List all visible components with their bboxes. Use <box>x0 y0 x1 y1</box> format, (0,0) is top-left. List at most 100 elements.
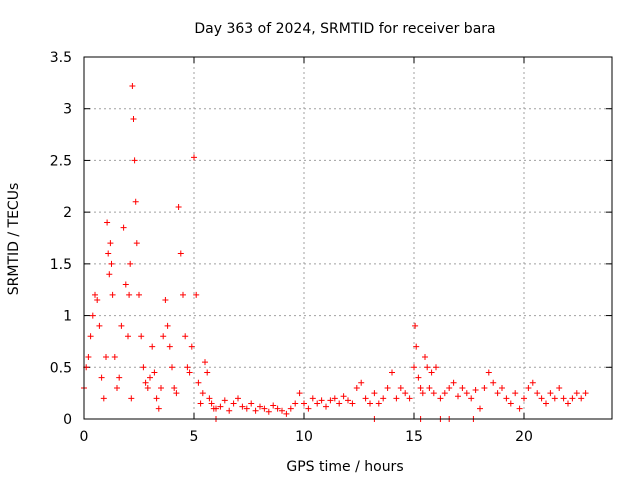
data-points <box>81 82 589 422</box>
x-tick-label: 20 <box>515 429 533 445</box>
data-point <box>406 395 413 402</box>
x-axis-label: GPS time / hours <box>286 459 403 475</box>
data-point <box>248 400 255 407</box>
data-point <box>362 395 369 402</box>
data-point <box>130 116 137 123</box>
data-point <box>314 400 321 407</box>
data-point <box>89 312 96 319</box>
data-point <box>109 291 116 298</box>
axis-ticks: 0 5 10 15 20 0 0.5 1 1.5 2 2.5 3 3.5 <box>50 50 612 445</box>
data-point <box>149 343 156 350</box>
data-point <box>412 322 419 329</box>
data-point <box>430 390 437 397</box>
data-point <box>349 400 356 407</box>
data-point <box>305 405 312 412</box>
series-srmtid <box>81 82 589 422</box>
x-tick-label: 10 <box>295 429 313 445</box>
y-tick-label: 2 <box>63 205 72 221</box>
data-point <box>389 369 395 376</box>
data-point <box>538 395 545 402</box>
data-point <box>422 353 428 360</box>
data-point <box>195 379 202 386</box>
data-point <box>551 395 558 402</box>
data-point <box>166 343 173 350</box>
y-tick-label: 0.5 <box>50 360 72 376</box>
data-point <box>578 395 585 402</box>
data-point <box>87 333 94 340</box>
data-point <box>126 291 133 298</box>
data-point <box>158 384 164 391</box>
y-tick-label: 3.5 <box>50 50 72 66</box>
data-point <box>131 157 138 164</box>
data-point <box>180 291 186 298</box>
data-point <box>98 374 105 381</box>
data-point <box>503 395 510 402</box>
data-point <box>468 395 475 402</box>
data-point <box>155 405 162 412</box>
data-point <box>226 407 233 414</box>
data-point <box>132 198 139 205</box>
data-point <box>261 405 268 412</box>
data-point <box>122 281 129 288</box>
data-point <box>111 353 118 360</box>
data-point <box>426 384 433 391</box>
data-point <box>100 395 107 402</box>
data-point <box>358 379 365 386</box>
y-tick-label: 0 <box>63 412 72 428</box>
data-point <box>116 374 123 381</box>
data-point <box>162 297 169 304</box>
data-point <box>106 271 113 278</box>
data-point <box>323 403 329 410</box>
data-point <box>529 379 536 386</box>
data-point <box>340 393 347 400</box>
x-tick-label: 5 <box>190 429 199 445</box>
data-point <box>521 395 527 402</box>
y-axis-label: SRMTID / TECUs <box>6 183 22 296</box>
data-point <box>446 384 453 391</box>
data-point <box>202 359 208 366</box>
data-point <box>182 333 189 340</box>
data-point <box>127 260 134 267</box>
data-point <box>477 405 483 412</box>
data-point <box>208 400 215 407</box>
data-point <box>140 364 147 371</box>
data-point <box>105 250 112 257</box>
data-point <box>191 154 197 161</box>
data-point <box>265 408 272 415</box>
data-point <box>274 405 281 412</box>
data-point <box>136 291 142 298</box>
data-point <box>525 384 532 391</box>
data-point <box>144 384 151 391</box>
data-point <box>560 395 567 402</box>
data-point <box>104 219 111 226</box>
data-point <box>494 390 501 397</box>
data-point <box>516 405 523 412</box>
data-point <box>345 397 351 404</box>
data-point <box>92 291 98 298</box>
data-point <box>556 384 563 391</box>
data-point <box>199 390 206 397</box>
data-point <box>221 397 228 404</box>
data-point <box>582 390 589 397</box>
data-point <box>197 400 204 407</box>
data-point <box>142 379 149 386</box>
x-tick-label: 15 <box>405 429 423 445</box>
data-point <box>402 390 409 397</box>
y-tick-label: 1.5 <box>50 257 72 273</box>
data-point <box>450 379 457 386</box>
data-point <box>301 400 307 407</box>
data-point <box>419 390 426 397</box>
data-point <box>114 384 120 391</box>
data-point <box>455 393 461 400</box>
x-tick-label: 0 <box>80 429 89 445</box>
data-point <box>397 384 404 391</box>
data-point <box>485 369 492 376</box>
data-point <box>507 400 514 407</box>
y-tick-label: 3 <box>63 102 72 118</box>
data-point <box>283 410 290 417</box>
data-point <box>441 390 448 397</box>
y-tick-label: 2.5 <box>50 153 72 169</box>
data-point <box>120 224 127 231</box>
data-point <box>459 384 466 391</box>
data-point <box>118 322 125 329</box>
